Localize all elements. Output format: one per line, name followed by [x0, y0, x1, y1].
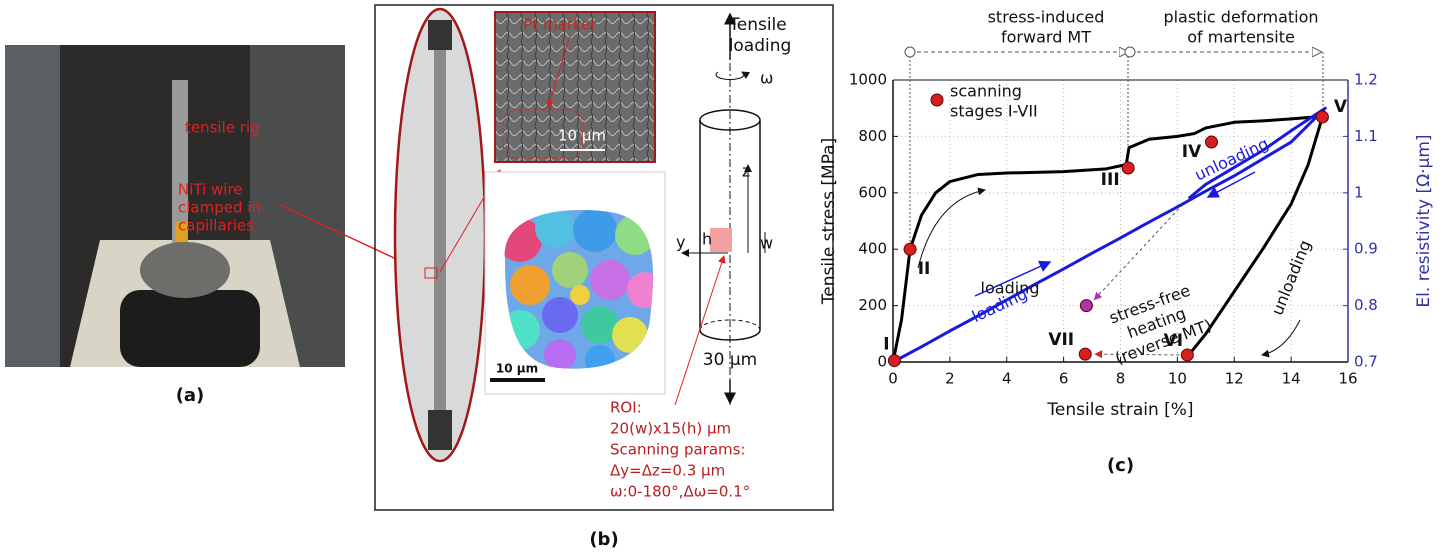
caption: (b)	[589, 529, 618, 550]
panel-a: tensile rig NiTi wire clamped in capilla…	[5, 45, 420, 406]
legend-marker	[931, 94, 943, 106]
data-point	[1079, 348, 1091, 360]
panel-c: 0 2 4 6 8 10 12 14 16 0 200 400 600 800 1000 0.7 0.8 0.9 1…	[819, 8, 1434, 477]
annotation: forward MT	[1001, 28, 1091, 47]
caption: (a)	[176, 385, 205, 406]
x-tick-label: 12	[1225, 370, 1244, 388]
y-tick-label: 400	[858, 240, 887, 258]
data-point	[1080, 300, 1092, 312]
y-tick-label: 800	[858, 127, 887, 145]
label: y	[676, 233, 685, 252]
stage-label: IV	[1182, 142, 1202, 162]
label: 30 μm	[703, 350, 757, 370]
stage-label: V	[1334, 97, 1348, 117]
stage-label: I	[883, 335, 889, 355]
data-point	[1316, 111, 1328, 123]
annotation: Pt marker	[523, 16, 597, 34]
x-axis-label: Tensile strain [%]	[1046, 400, 1193, 420]
annotation-arrow	[918, 190, 985, 268]
y2-tick-label: 0.9	[1354, 240, 1378, 258]
data-point	[1181, 349, 1193, 361]
connector	[1094, 204, 1182, 299]
label: z	[742, 162, 750, 181]
photo-label: NiTi wire	[178, 181, 243, 199]
x-tick-label: 4	[1002, 370, 1012, 388]
annotation: stress-induced	[988, 8, 1105, 27]
x-tick-label: 0	[888, 370, 898, 388]
y2-tick-label: 1.2	[1354, 71, 1378, 89]
grip	[428, 410, 452, 450]
y2-tick-label: 0.8	[1354, 296, 1378, 314]
roi-text: Scanning params:	[610, 441, 746, 459]
phase-marker	[1125, 47, 1135, 57]
y2-tick-label: 1.1	[1354, 127, 1378, 145]
x-tick-label: 8	[1116, 370, 1126, 388]
label: w	[760, 234, 773, 253]
annotation: plastic deformation	[1163, 8, 1318, 27]
caption: (c)	[1107, 455, 1134, 476]
y2-tick-label: 1	[1354, 183, 1364, 201]
annotation-arrow	[1262, 320, 1300, 355]
panel-b: Pt marker 10 µm 10 µm Tensile loading ω	[375, 5, 833, 550]
data-point	[1206, 136, 1218, 148]
x-tick-label: 6	[1059, 370, 1069, 388]
roi-text: Δy=Δz=0.3 µm	[610, 462, 725, 480]
x-tick-label: 14	[1282, 370, 1301, 388]
annotation: unloading	[1267, 237, 1314, 318]
x-tick-label: 10	[1168, 370, 1187, 388]
figure: tensile rig NiTi wire clamped in capilla…	[0, 0, 1443, 556]
annotation: of martensite	[1187, 28, 1295, 47]
roi-text: ROI:	[610, 399, 642, 417]
scale-label: 10 µm	[558, 127, 606, 145]
photo-detail	[5, 45, 60, 367]
y2-axis-label: El. resistivity [Ω·μm]	[1414, 134, 1434, 307]
x-tick-label: 16	[1338, 370, 1357, 388]
label: ω	[760, 69, 773, 88]
photo-detail	[140, 242, 230, 298]
stage-label: VII	[1048, 330, 1074, 350]
label: Tensile	[728, 15, 787, 35]
roi-text: ω:0-180°,Δω=0.1°	[610, 483, 750, 501]
data-point	[1122, 162, 1134, 174]
y-tick-label: 200	[858, 296, 887, 314]
y-axis-label: Tensile stress [MPa]	[819, 138, 839, 305]
annotation: scanning	[950, 82, 1022, 101]
y-tick-label: 0	[877, 353, 887, 371]
stage-label: III	[1101, 170, 1120, 190]
scale-label: 10 µm	[496, 362, 538, 376]
label: loading	[729, 36, 792, 56]
roi-square	[710, 228, 732, 252]
label: h	[702, 230, 712, 249]
annotation: stages I-VII	[950, 102, 1038, 121]
data-point	[888, 355, 900, 367]
photo-label: capillaries	[178, 217, 254, 235]
y-tick-label: 1000	[849, 71, 887, 89]
photo-label: tensile rig	[185, 119, 260, 137]
phase-marker	[905, 47, 915, 57]
photo-label: clamped in	[178, 199, 261, 217]
photo-detail	[120, 290, 260, 367]
grip	[428, 20, 452, 50]
data-point	[904, 243, 916, 255]
y2-tick-label: 0.7	[1354, 353, 1378, 371]
y-tick-label: 600	[858, 183, 887, 201]
x-tick-label: 2	[945, 370, 955, 388]
wire	[434, 30, 446, 430]
roi-text: 20(w)x15(h) µm	[610, 420, 731, 438]
